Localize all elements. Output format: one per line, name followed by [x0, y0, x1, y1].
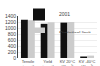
- svg-text:Yieldstrength: Yieldstrength: [40, 59, 54, 66]
- svg-text:KV -40°C(J/cm²): KV -40°C(J/cm²): [79, 59, 96, 66]
- svg-text:600: 600: [8, 37, 17, 43]
- svg-text:200: 200: [8, 49, 17, 55]
- svg-text:KV 20°C(J/cm²): KV 20°C(J/cm²): [60, 59, 75, 66]
- svg-text:400: 400: [8, 43, 17, 49]
- svg-text:1200: 1200: [5, 19, 16, 25]
- svg-text:Tensilestrength: Tensilestrength: [21, 59, 35, 66]
- svg-text:1400: 1400: [5, 13, 16, 19]
- svg-text:Statistical limit: Statistical limit: [59, 30, 91, 33]
- svg-text:2001: 2001: [59, 11, 70, 17]
- svg-text:0: 0: [13, 55, 16, 61]
- svg-text:1000: 1000: [5, 25, 16, 31]
- svg-text:800: 800: [8, 31, 17, 37]
